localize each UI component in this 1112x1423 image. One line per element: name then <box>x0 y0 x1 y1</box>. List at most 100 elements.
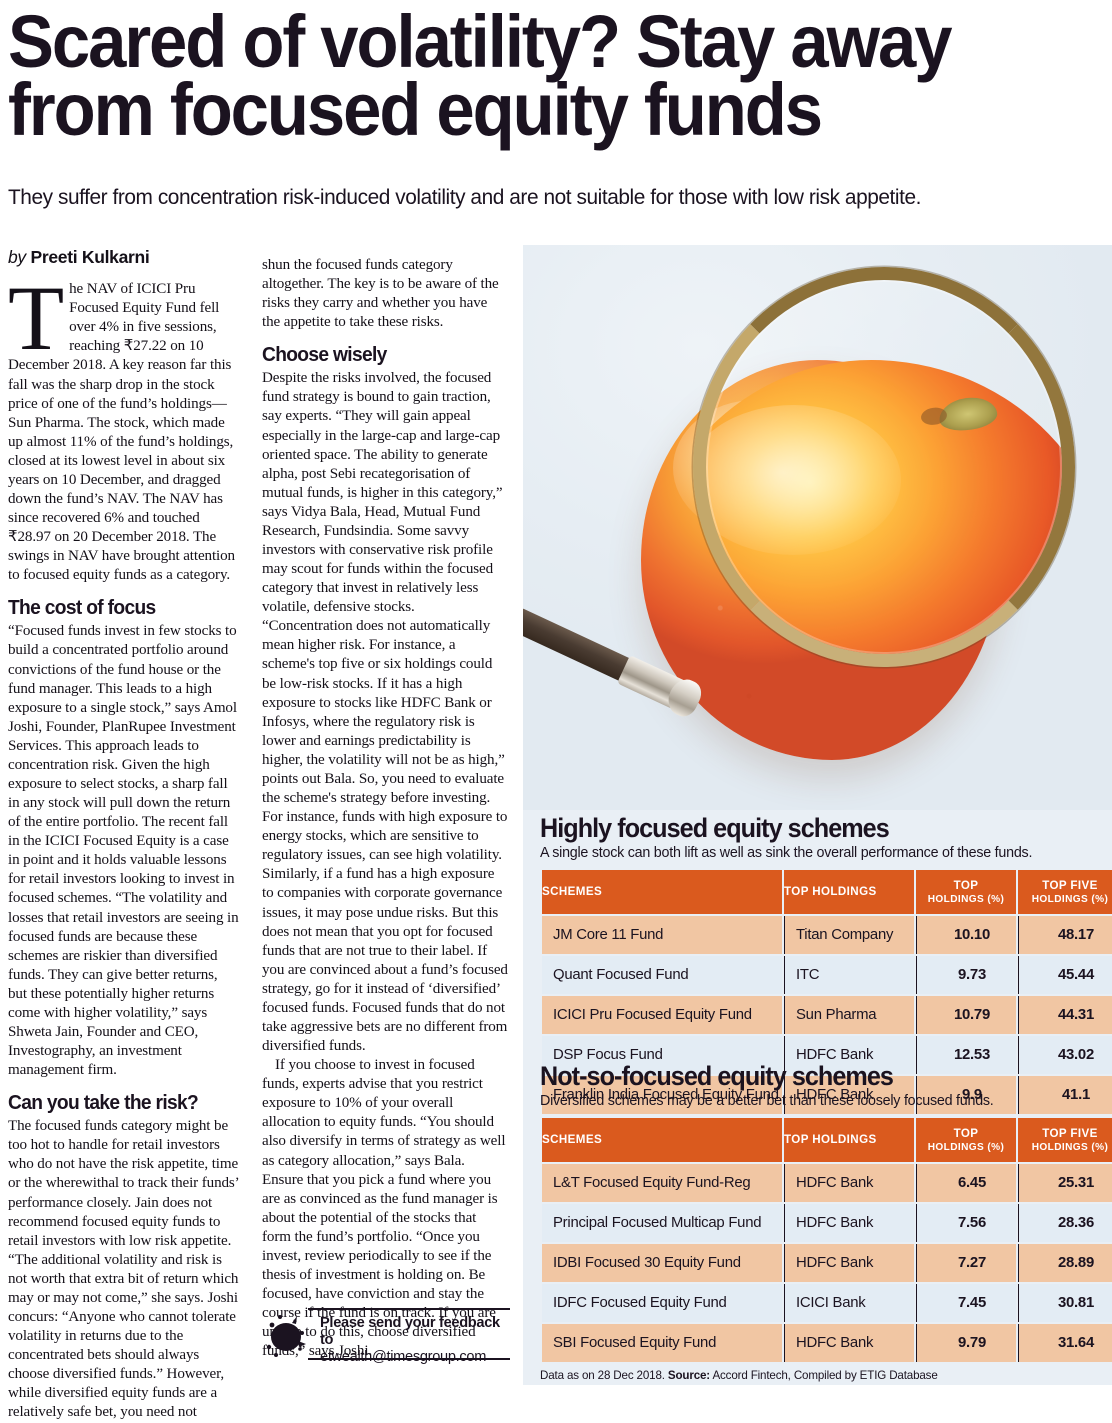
headline-line-2: from focused equity funds <box>8 68 823 152</box>
drop-cap: T <box>8 267 65 370</box>
col-header-top-holdings-pct: TOP HOLDINGS (%) <box>916 1117 1016 1162</box>
feedback-text: Please send your feedback to etwealth@ti… <box>320 1315 508 1366</box>
col-header-top-five-pct: TOP FIVE HOLDINGS (%) <box>1018 869 1112 914</box>
page-title: Scared of volatility? Stay away from foc… <box>8 5 1027 152</box>
col-header-top-five-pct-l1: TOP FIVE <box>1042 1126 1098 1140</box>
chart-title-1: Highly focused equity schemes <box>540 813 890 843</box>
cell-top-holding: HDFC Bank <box>784 1075 914 1114</box>
table-row: Principal Focused Multicap Fund HDFC Ban… <box>542 1203 1112 1242</box>
cell-top-holding: HDFC Bank <box>784 1163 914 1202</box>
cell-top-five-pct: 44.31 <box>1018 995 1112 1034</box>
feedback-email[interactable]: etwealth@timesgroup.com <box>320 1348 487 1365</box>
source-note: Data as on 28 Dec 2018. Source: Accord F… <box>540 1369 1111 1382</box>
col-header-top-holdings-pct-l1: TOP <box>953 878 979 892</box>
source-date: Data as on 28 Dec 2018. <box>540 1368 668 1382</box>
cell-top-holdings-pct: 9.73 <box>916 955 1016 994</box>
cell-top-five-pct: 28.89 <box>1018 1243 1112 1282</box>
table-row: Franklin India Focused Equity Fund HDFC … <box>542 1075 1112 1114</box>
cell-scheme: JM Core 11 Fund <box>542 915 782 954</box>
cell-top-holding: Titan Company <box>784 915 914 954</box>
table-row: IDFC Focused Equity Fund ICICI Bank 7.45… <box>542 1283 1112 1322</box>
section-heading-cost-of-focus: The cost of focus <box>8 597 156 620</box>
headline-line-1: Scared of volatility? Stay away <box>8 0 953 83</box>
cell-scheme: DSP Focus Fund <box>542 1035 782 1074</box>
table-row: JM Core 11 Fund Titan Company 10.10 48.1… <box>542 915 1112 954</box>
cell-top-holding: HDFC Bank <box>784 1323 914 1362</box>
feedback-line-1: Please send your feedback to <box>320 1315 500 1348</box>
body-column-2: shun the focused funds category altogeth… <box>262 256 508 1361</box>
chart-block-highly-focused: Highly focused equity schemes A single s… <box>540 813 1112 1116</box>
cell-top-five-pct: 48.17 <box>1018 915 1112 954</box>
cell-scheme: ICICI Pru Focused Equity Fund <box>542 995 782 1034</box>
table-row: Quant Focused Fund ITC 9.73 45.44 <box>542 955 1112 994</box>
lead-paragraph-wrap: T he NAV of ICICI Pru Focused Equity Fun… <box>8 267 240 585</box>
cell-top-five-pct: 30.81 <box>1018 1283 1112 1322</box>
chart-subtitle-1: A single stock can both lift as well as … <box>540 844 1033 861</box>
cell-top-holdings-pct: 12.53 <box>916 1035 1016 1074</box>
col-header-top-holdings-label: TOP HOLDINGS <box>784 885 877 899</box>
table-row: ICICI Pru Focused Equity Fund Sun Pharma… <box>542 995 1112 1034</box>
cell-top-holding: HDFC Bank <box>784 1035 914 1074</box>
col-header-schemes: SCHEMES <box>542 1117 782 1162</box>
col-header-top-five-pct-l2: HOLDINGS (%) <box>1031 1141 1109 1153</box>
paragraph-choose-wisely: Despite the risks involved, the focused … <box>262 370 508 1055</box>
chart-block-not-so-focused: Not-so-focused equity schemes Diversifie… <box>540 1063 1112 1382</box>
col-header-top-holdings-pct-l2: HOLDINGS (%) <box>927 893 1005 905</box>
table-header-row: SCHEMES TOP HOLDINGS TOP HOLDINGS (%) TO… <box>542 1117 1112 1162</box>
cell-top-holdings-pct: 10.79 <box>916 995 1016 1034</box>
cell-top-five-pct: 25.31 <box>1018 1163 1112 1202</box>
table-row: DSP Focus Fund HDFC Bank 12.53 43.02 <box>542 1035 1112 1074</box>
paragraph-can-you-take-the-risk: The focused funds category might be too … <box>8 1118 239 1421</box>
article-page: Scared of volatility? Stay away from foc… <box>0 0 1112 1385</box>
cell-top-holding: ICICI Bank <box>784 1283 914 1322</box>
cell-top-holdings-pct: 10.10 <box>916 915 1016 954</box>
cell-top-five-pct: 28.36 <box>1018 1203 1112 1242</box>
col-header-schemes-label: SCHEMES <box>542 885 603 899</box>
cell-scheme: Franklin India Focused Equity Fund <box>542 1075 782 1114</box>
col-header-top-five-pct: TOP FIVE HOLDINGS (%) <box>1018 1117 1112 1162</box>
cell-top-five-pct: 31.64 <box>1018 1323 1112 1362</box>
ink-blot-icon <box>266 1315 306 1357</box>
paragraph-allocation-advice: If you choose to invest in focused funds… <box>262 1057 506 1360</box>
table-row: IDBI Focused 30 Equity Fund HDFC Bank 7.… <box>542 1243 1112 1282</box>
cell-top-holding: ITC <box>784 955 914 994</box>
cell-top-holdings-pct: 9.79 <box>916 1323 1016 1362</box>
cell-top-five-pct: 45.44 <box>1018 955 1112 994</box>
cell-scheme: SBI Focused Equity Fund <box>542 1323 782 1362</box>
standfirst: They suffer from concentration risk-indu… <box>8 185 921 209</box>
cell-scheme: Quant Focused Fund <box>542 955 782 994</box>
source-detail: Accord Fintech, Compiled by ETIG Databas… <box>710 1368 938 1382</box>
cell-scheme: IDBI Focused 30 Equity Fund <box>542 1243 782 1282</box>
cell-scheme: IDFC Focused Equity Fund <box>542 1283 782 1322</box>
cell-top-holding: Sun Pharma <box>784 995 914 1034</box>
col-header-top-five-pct-l1: TOP FIVE <box>1042 878 1098 892</box>
section-heading-choose-wisely: Choose wisely <box>262 344 387 367</box>
section-heading-can-you-take-the-risk: Can you take the risk? <box>8 1092 199 1115</box>
paragraph-cost-of-focus: “Focused funds invest in few stocks to b… <box>8 623 239 1079</box>
cell-top-holdings-pct: 6.45 <box>916 1163 1016 1202</box>
col-header-top-holdings-pct: TOP HOLDINGS (%) <box>916 869 1016 914</box>
feedback-box: Please send your feedback to etwealth@ti… <box>262 1305 510 1366</box>
cell-top-five-pct: 43.02 <box>1018 1035 1112 1074</box>
chart-subtitle-2: Diversified schemes may be a better bet … <box>540 1092 994 1109</box>
table-row: L&T Focused Equity Fund-Reg HDFC Bank 6.… <box>542 1163 1112 1202</box>
magnifier-handle-wood <box>523 607 637 684</box>
table-not-so-focused: SCHEMES TOP HOLDINGS TOP HOLDINGS (%) TO… <box>540 1116 1112 1364</box>
cell-top-holdings-pct: 9.9 <box>916 1075 1016 1114</box>
cell-top-holding: HDFC Bank <box>784 1243 914 1282</box>
cell-top-holdings-pct: 7.27 <box>916 1243 1016 1282</box>
table-header-row: SCHEMES TOP HOLDINGS TOP HOLDINGS (%) TO… <box>542 869 1112 914</box>
cell-top-holdings-pct: 7.56 <box>916 1203 1016 1242</box>
col-header-top-five-pct-l2: HOLDINGS (%) <box>1031 893 1109 905</box>
cell-scheme: L&T Focused Equity Fund-Reg <box>542 1163 782 1202</box>
col-header-top-holdings: TOP HOLDINGS <box>784 869 914 914</box>
source-label: Source: <box>667 1368 711 1382</box>
feedback-rule-top <box>308 1308 510 1310</box>
cell-top-five-pct: 41.1 <box>1018 1075 1112 1114</box>
magnifier-lens-ring <box>693 267 1075 667</box>
paragraph-continued: shun the focused funds category altogeth… <box>262 257 499 331</box>
table-row: SBI Focused Equity Fund HDFC Bank 9.79 3… <box>542 1323 1112 1362</box>
col-header-top-holdings-pct-l2: HOLDINGS (%) <box>927 1141 1005 1153</box>
byline-prefix: by <box>8 247 26 267</box>
right-panel: Highly focused equity schemes A single s… <box>523 245 1112 1385</box>
